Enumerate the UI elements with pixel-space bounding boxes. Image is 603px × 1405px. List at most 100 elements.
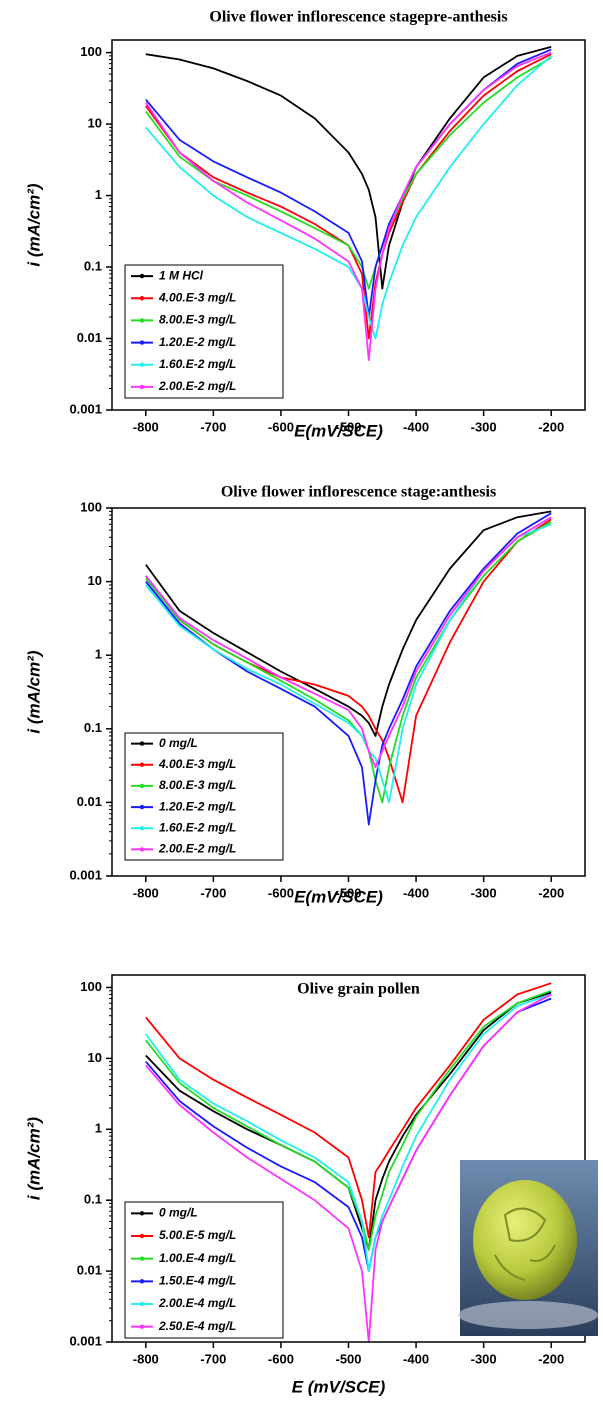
legend-label: 4.00.E-3 mg/L (158, 290, 236, 304)
legend-label: 2.00.E-2 mg/L (158, 379, 236, 393)
legend-label: 8.00.E-3 mg/L (159, 778, 236, 792)
legend-label: 1 M HCl (159, 268, 204, 282)
x-tick-label: -600 (268, 885, 294, 900)
y-axis-title: i (mA/cm²) (24, 1117, 43, 1200)
legend-marker (139, 340, 145, 345)
legend-box (124, 1201, 284, 1339)
chart-title: Olive flower inflorescence stagepre-anth… (209, 9, 507, 26)
chart-title: Olive flower inflorescence stage:anthesi… (221, 484, 496, 501)
y-tick-label: 10 (88, 1050, 102, 1065)
legend-marker (139, 741, 145, 746)
series-line (145, 512, 552, 826)
series-line (145, 982, 552, 1239)
legend-marker (139, 847, 145, 852)
x-tick-label: -200 (538, 419, 564, 434)
series-line (145, 46, 552, 290)
legend-marker (139, 1256, 145, 1261)
x-axis-title: E(mV/SCE) (294, 421, 383, 440)
y-tick-label: 100 (80, 979, 102, 994)
legend-label: 0 mg/L (159, 1206, 198, 1220)
y-tick-label: 10 (88, 573, 102, 588)
x-tick-label: -800 (133, 419, 159, 434)
series-line (145, 53, 552, 340)
series-line (145, 523, 552, 804)
x-tick-label: -700 (200, 419, 226, 434)
legend-marker (139, 1233, 145, 1239)
x-tick-label: -600 (268, 1351, 294, 1366)
legend-label: 1.00.E-4 mg/L (159, 1251, 236, 1265)
legend-marker (139, 783, 145, 789)
legend-label: 8.00.E-3 mg/L (159, 313, 236, 327)
legend-marker (139, 1324, 145, 1329)
x-tick-label: -700 (200, 885, 226, 900)
series-line (145, 993, 552, 1342)
series-line (145, 510, 552, 737)
chart-title: Olive grain pollen (297, 981, 420, 998)
x-tick-label: -800 (133, 885, 159, 900)
y-axis-title: i (mA/cm²) (24, 183, 43, 266)
y-tick-label: 0.01 (77, 330, 102, 345)
y-axis-title: i (mA/cm²) (24, 650, 43, 733)
chart-panel: 0.001 0.01 0.1 1 10 100 -800 -700 -600 -500 -400 -3… (24, 974, 586, 1396)
legend-marker (139, 296, 145, 301)
legend-box (124, 732, 284, 861)
y-tick-label: 100 (80, 499, 102, 514)
legend-label: 1.20.E-2 mg/L (159, 799, 236, 813)
x-tick-label: -300 (471, 885, 497, 900)
x-tick-label: -300 (471, 1351, 497, 1366)
series-line (145, 516, 552, 769)
plot-frame (111, 39, 586, 411)
x-tick-label: -400 (403, 885, 429, 900)
x-tick-label: -200 (538, 1351, 564, 1366)
y-tick-label: 10 (88, 116, 102, 131)
y-tick-label: 0.1 (84, 1192, 102, 1207)
legend-label: 1.20.E-2 mg/L (159, 335, 236, 349)
x-tick-label: -800 (133, 1351, 159, 1366)
legend-label: 2.00.E-4 mg/L (158, 1296, 236, 1310)
series-line (145, 993, 552, 1272)
x-tick-label: -600 (268, 419, 294, 434)
series-line (145, 991, 552, 1251)
y-tick-label: 0.001 (69, 867, 102, 882)
series-line (145, 56, 552, 290)
pollen-photo (458, 1160, 598, 1336)
legend-label: 1.60.E-2 mg/L (159, 357, 236, 371)
chart-panel: 0.001 0.01 0.1 1 10 100 -800 -700 -600 -500 -400 -3… (24, 9, 586, 440)
x-axis-title: E(mV/SCE) (294, 887, 383, 906)
legend-box (124, 264, 284, 399)
y-tick-label: 0.1 (84, 720, 102, 735)
legend-marker (139, 362, 145, 367)
legend-label: 1.50.E-4 mg/L (159, 1274, 236, 1288)
x-axis-title: E (mV/SCE) (292, 1377, 386, 1396)
x-tick-label: -700 (200, 1351, 226, 1366)
legend-marker (139, 273, 145, 279)
series-line (145, 989, 552, 1251)
legend-label: 4.00.E-3 mg/L (158, 757, 236, 771)
legend-label: 1.60.E-2 mg/L (159, 820, 236, 834)
y-tick-label: 1 (95, 647, 102, 662)
plot-frame (111, 507, 586, 877)
y-tick-label: 0.001 (69, 1333, 102, 1348)
legend-marker (139, 1211, 145, 1216)
x-tick-label: -400 (403, 419, 429, 434)
plot-lines (145, 982, 552, 1342)
plot-lines (145, 46, 552, 361)
legend-marker (139, 384, 145, 390)
y-tick-label: 0.1 (84, 258, 102, 273)
legend-marker (139, 318, 145, 323)
y-tick-label: 1 (95, 187, 102, 202)
x-tick-label: -300 (471, 419, 497, 434)
legend-label: 0 mg/L (159, 736, 198, 750)
x-tick-label: -500 (335, 419, 361, 434)
y-tick-label: 0.01 (77, 1263, 102, 1278)
plot-frame (111, 974, 586, 1343)
plot-lines (145, 510, 552, 826)
x-tick-label: -500 (335, 1351, 361, 1366)
legend-marker (139, 804, 145, 810)
x-tick-label: -400 (403, 1351, 429, 1366)
y-tick-label: 100 (80, 44, 102, 59)
legend-marker (139, 1301, 145, 1307)
x-tick-label: -200 (538, 885, 564, 900)
chart-panel: 0.001 0.01 0.1 1 10 100 -800 -700 -600 -500 -400 -3… (24, 484, 586, 906)
